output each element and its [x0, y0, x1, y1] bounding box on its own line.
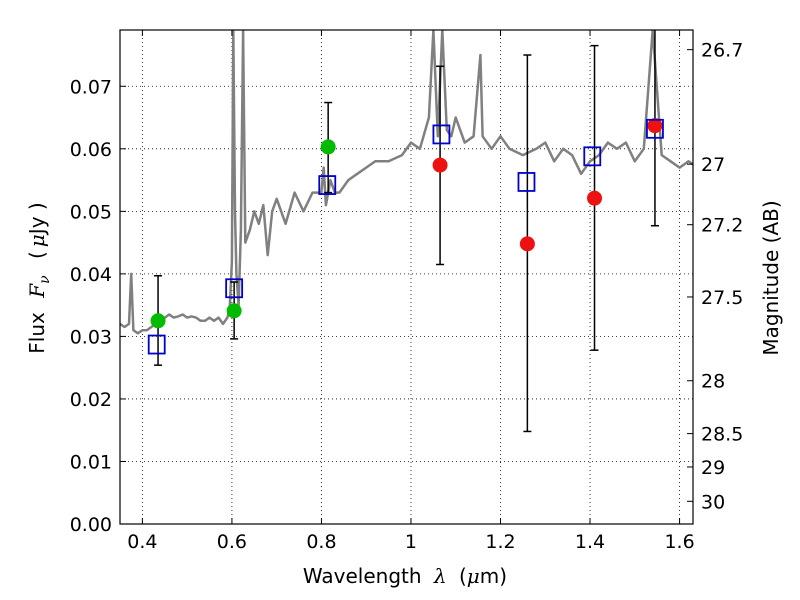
y-axis-label: Flux Fν ( μJy ) — [25, 202, 54, 353]
x-tick-label: 1.6 — [664, 531, 694, 553]
axes-frame — [119, 29, 694, 525]
x-axis-label: Wavelength λ (μm) — [303, 564, 507, 588]
y2-tick-label: 28 — [701, 371, 725, 393]
y-label-paren: ( — [25, 251, 49, 259]
axis-ticks: 0.4 0.6 0.8 1 1.2 1.4 1.6 0.00 0.01 0.02 0.03 0.04 0… — [70, 30, 743, 553]
y-tick-label: 0.00 — [70, 514, 112, 536]
x-tick-label: 1 — [405, 531, 417, 553]
error-bars — [154, 30, 659, 433]
y2-tick-label: 30 — [701, 491, 725, 513]
y-label-word: Flux — [25, 312, 49, 354]
x-tick-label: 1.4 — [575, 531, 605, 553]
y2-tick-label: 28.5 — [701, 424, 743, 446]
x-label-mu: μ — [467, 564, 480, 588]
data-point-square — [225, 278, 244, 299]
data-point-circle — [432, 157, 448, 173]
data-point-circle — [647, 118, 663, 134]
y-label-mu: μ — [25, 234, 49, 247]
data-point-square — [318, 175, 337, 195]
data-point-square — [147, 334, 166, 355]
y-tick-label: 0.03 — [70, 326, 112, 348]
x-tick-label: 1.2 — [485, 531, 515, 553]
y-tick-label: 0.01 — [70, 451, 112, 473]
x-label-unit: m) — [480, 564, 507, 588]
y-tick-label: 0.05 — [70, 201, 112, 223]
spectrum-line — [120, 30, 693, 335]
y2-tick-label: 27.2 — [701, 215, 743, 237]
x-tick-label: 0.6 — [217, 531, 247, 553]
data-point-square — [646, 118, 664, 139]
y-tick-label: 0.04 — [70, 264, 112, 286]
data-point-square — [517, 172, 536, 192]
y2-tick-label: 26.7 — [701, 40, 743, 62]
x-label-paren: ( — [459, 564, 467, 588]
data-point-circle — [320, 139, 336, 155]
x-tick-label: 0.4 — [127, 531, 157, 553]
y-label-unit: Jy ) — [25, 202, 49, 236]
y2-tick-label: 27 — [701, 154, 725, 176]
data-point-circle — [587, 190, 603, 206]
y2-tick-label: 27.5 — [701, 287, 743, 309]
data-points — [147, 118, 664, 355]
data-point-circle — [226, 303, 242, 319]
data-point-circle — [150, 313, 166, 329]
y-tick-label: 0.07 — [70, 76, 112, 98]
x-label-word: Wavelength — [303, 564, 422, 588]
data-point-circle — [519, 236, 535, 252]
y-label-F: F — [25, 283, 49, 299]
y-label-nu: ν — [37, 275, 53, 284]
x-tick-label: 0.8 — [306, 531, 336, 553]
data-point-square — [583, 146, 602, 167]
spectrum-polyline — [120, 30, 693, 335]
y-tick-label: 0.02 — [70, 389, 112, 411]
gridlines — [120, 30, 693, 525]
y-tick-label: 0.06 — [70, 139, 112, 161]
data-point-square — [432, 124, 451, 145]
y2-tick-label: 29 — [701, 457, 725, 479]
x-label-lambda: λ — [433, 564, 447, 588]
y2-axis-label: Magnitude (AB) — [759, 200, 783, 355]
plot-frame — [119, 29, 694, 525]
